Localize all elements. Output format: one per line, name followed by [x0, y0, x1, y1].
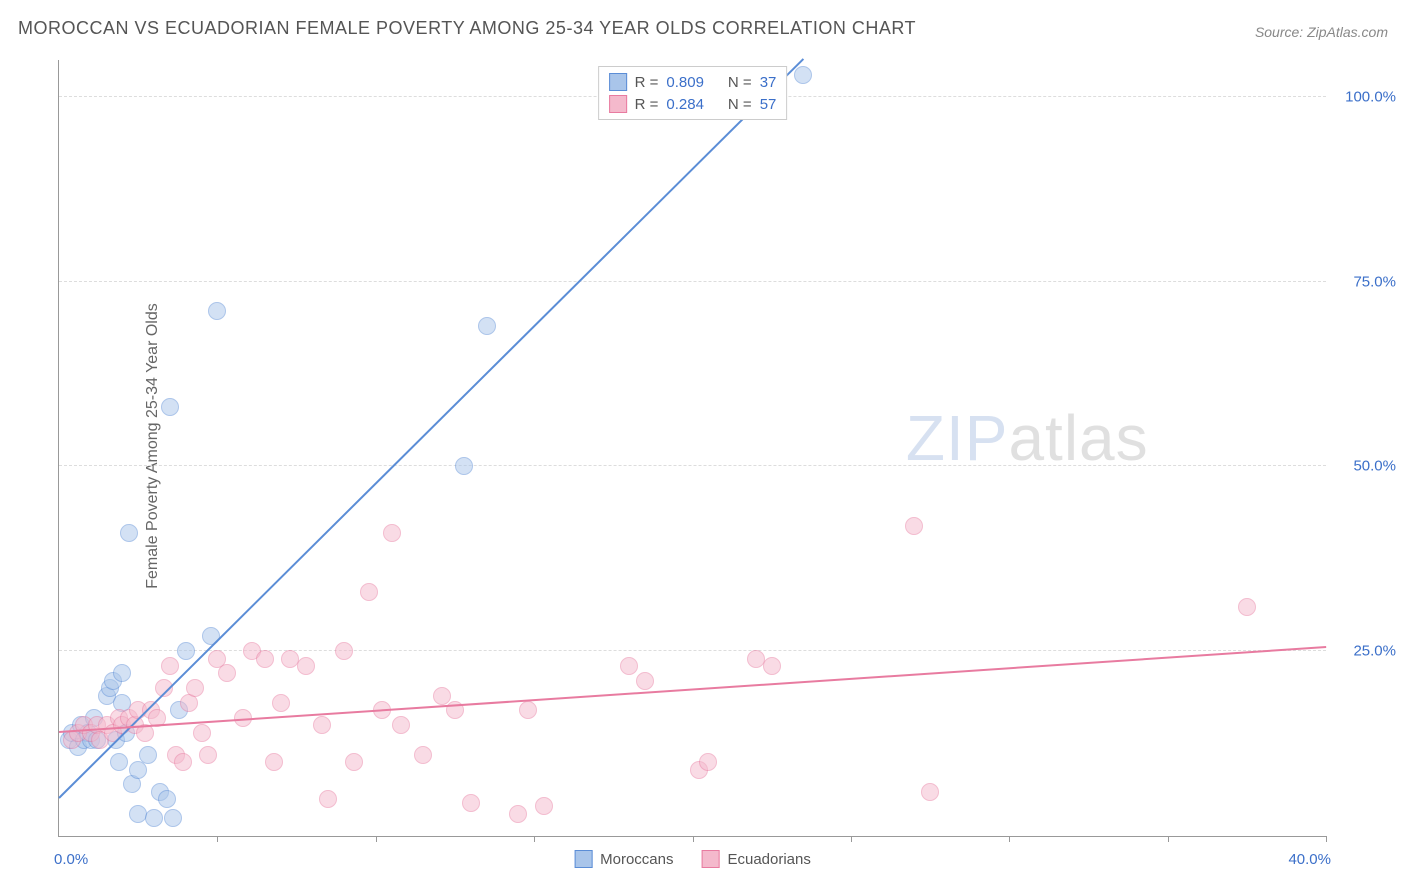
r-label: R = [635, 96, 659, 113]
data-point-ecuadorians [335, 642, 353, 660]
n-value-ecuadorians: 57 [760, 96, 777, 113]
data-point-moroccans [113, 664, 131, 682]
data-point-ecuadorians [1238, 598, 1256, 616]
watermark: ZIPatlas [906, 401, 1149, 475]
data-point-moroccans [164, 809, 182, 827]
data-point-moroccans [478, 317, 496, 335]
watermark-atlas: atlas [1008, 402, 1148, 474]
data-point-ecuadorians [272, 694, 290, 712]
correlation-legend: R = 0.809 N = 37 R = 0.284 N = 57 [598, 66, 788, 120]
data-point-ecuadorians [921, 783, 939, 801]
gridline [59, 281, 1326, 282]
data-point-ecuadorians [636, 672, 654, 690]
data-point-ecuadorians [313, 716, 331, 734]
data-point-moroccans [110, 753, 128, 771]
data-point-ecuadorians [218, 664, 236, 682]
data-point-ecuadorians [383, 524, 401, 542]
data-point-ecuadorians [414, 746, 432, 764]
legend-swatch-ecuadorians [701, 850, 719, 868]
data-point-ecuadorians [297, 657, 315, 675]
data-point-ecuadorians [256, 650, 274, 668]
source-label: Source: ZipAtlas.com [1255, 24, 1388, 40]
chart-title: MOROCCAN VS ECUADORIAN FEMALE POVERTY AM… [18, 18, 916, 39]
data-point-ecuadorians [174, 753, 192, 771]
data-point-moroccans [208, 302, 226, 320]
data-point-moroccans [794, 66, 812, 84]
r-label: R = [635, 74, 659, 91]
chart-container: MOROCCAN VS ECUADORIAN FEMALE POVERTY AM… [0, 0, 1406, 892]
data-point-ecuadorians [392, 716, 410, 734]
legend-item-ecuadorians: Ecuadorians [701, 850, 810, 868]
data-point-ecuadorians [265, 753, 283, 771]
data-point-ecuadorians [620, 657, 638, 675]
legend-row-ecuadorians: R = 0.284 N = 57 [609, 93, 777, 115]
x-tick [1326, 836, 1327, 842]
data-point-ecuadorians [345, 753, 363, 771]
data-point-ecuadorians [905, 517, 923, 535]
data-point-ecuadorians [319, 790, 337, 808]
legend-label-moroccans: Moroccans [600, 851, 673, 868]
data-point-ecuadorians [535, 797, 553, 815]
series-legend: Moroccans Ecuadorians [574, 850, 811, 868]
x-tick [217, 836, 218, 842]
data-point-ecuadorians [519, 701, 537, 719]
r-value-ecuadorians: 0.284 [666, 96, 704, 113]
data-point-moroccans [120, 524, 138, 542]
n-value-moroccans: 37 [760, 74, 777, 91]
data-point-moroccans [139, 746, 157, 764]
x-tick [693, 836, 694, 842]
n-label: N = [728, 96, 752, 113]
data-point-ecuadorians [763, 657, 781, 675]
data-point-ecuadorians [433, 687, 451, 705]
data-point-moroccans [202, 627, 220, 645]
x-tick [376, 836, 377, 842]
data-point-ecuadorians [360, 583, 378, 601]
data-point-ecuadorians [193, 724, 211, 742]
legend-row-moroccans: R = 0.809 N = 37 [609, 71, 777, 93]
x-tick [534, 836, 535, 842]
legend-label-ecuadorians: Ecuadorians [727, 851, 810, 868]
x-tick [1168, 836, 1169, 842]
data-point-ecuadorians [462, 794, 480, 812]
n-label: N = [728, 74, 752, 91]
data-point-moroccans [177, 642, 195, 660]
data-point-ecuadorians [186, 679, 204, 697]
y-tick-label: 75.0% [1353, 273, 1396, 290]
x-tick [1009, 836, 1010, 842]
gridline [59, 465, 1326, 466]
r-value-moroccans: 0.809 [666, 74, 704, 91]
y-tick-label: 100.0% [1345, 88, 1396, 105]
watermark-zip: ZIP [906, 402, 1009, 474]
legend-swatch-ecuadorians [609, 95, 627, 113]
plot-area: ZIPatlas R = 0.809 N = 37 R = 0.284 N = … [58, 60, 1326, 837]
data-point-moroccans [455, 457, 473, 475]
data-point-ecuadorians [161, 657, 179, 675]
data-point-ecuadorians [699, 753, 717, 771]
data-point-moroccans [145, 809, 163, 827]
x-axis-min-label: 0.0% [54, 851, 88, 868]
legend-swatch-moroccans [609, 73, 627, 91]
legend-item-moroccans: Moroccans [574, 850, 673, 868]
y-tick-label: 50.0% [1353, 458, 1396, 475]
data-point-ecuadorians [509, 805, 527, 823]
y-tick-label: 25.0% [1353, 643, 1396, 660]
legend-swatch-moroccans [574, 850, 592, 868]
data-point-moroccans [161, 398, 179, 416]
x-axis-max-label: 40.0% [1288, 851, 1331, 868]
data-point-ecuadorians [199, 746, 217, 764]
data-point-moroccans [158, 790, 176, 808]
x-tick [851, 836, 852, 842]
